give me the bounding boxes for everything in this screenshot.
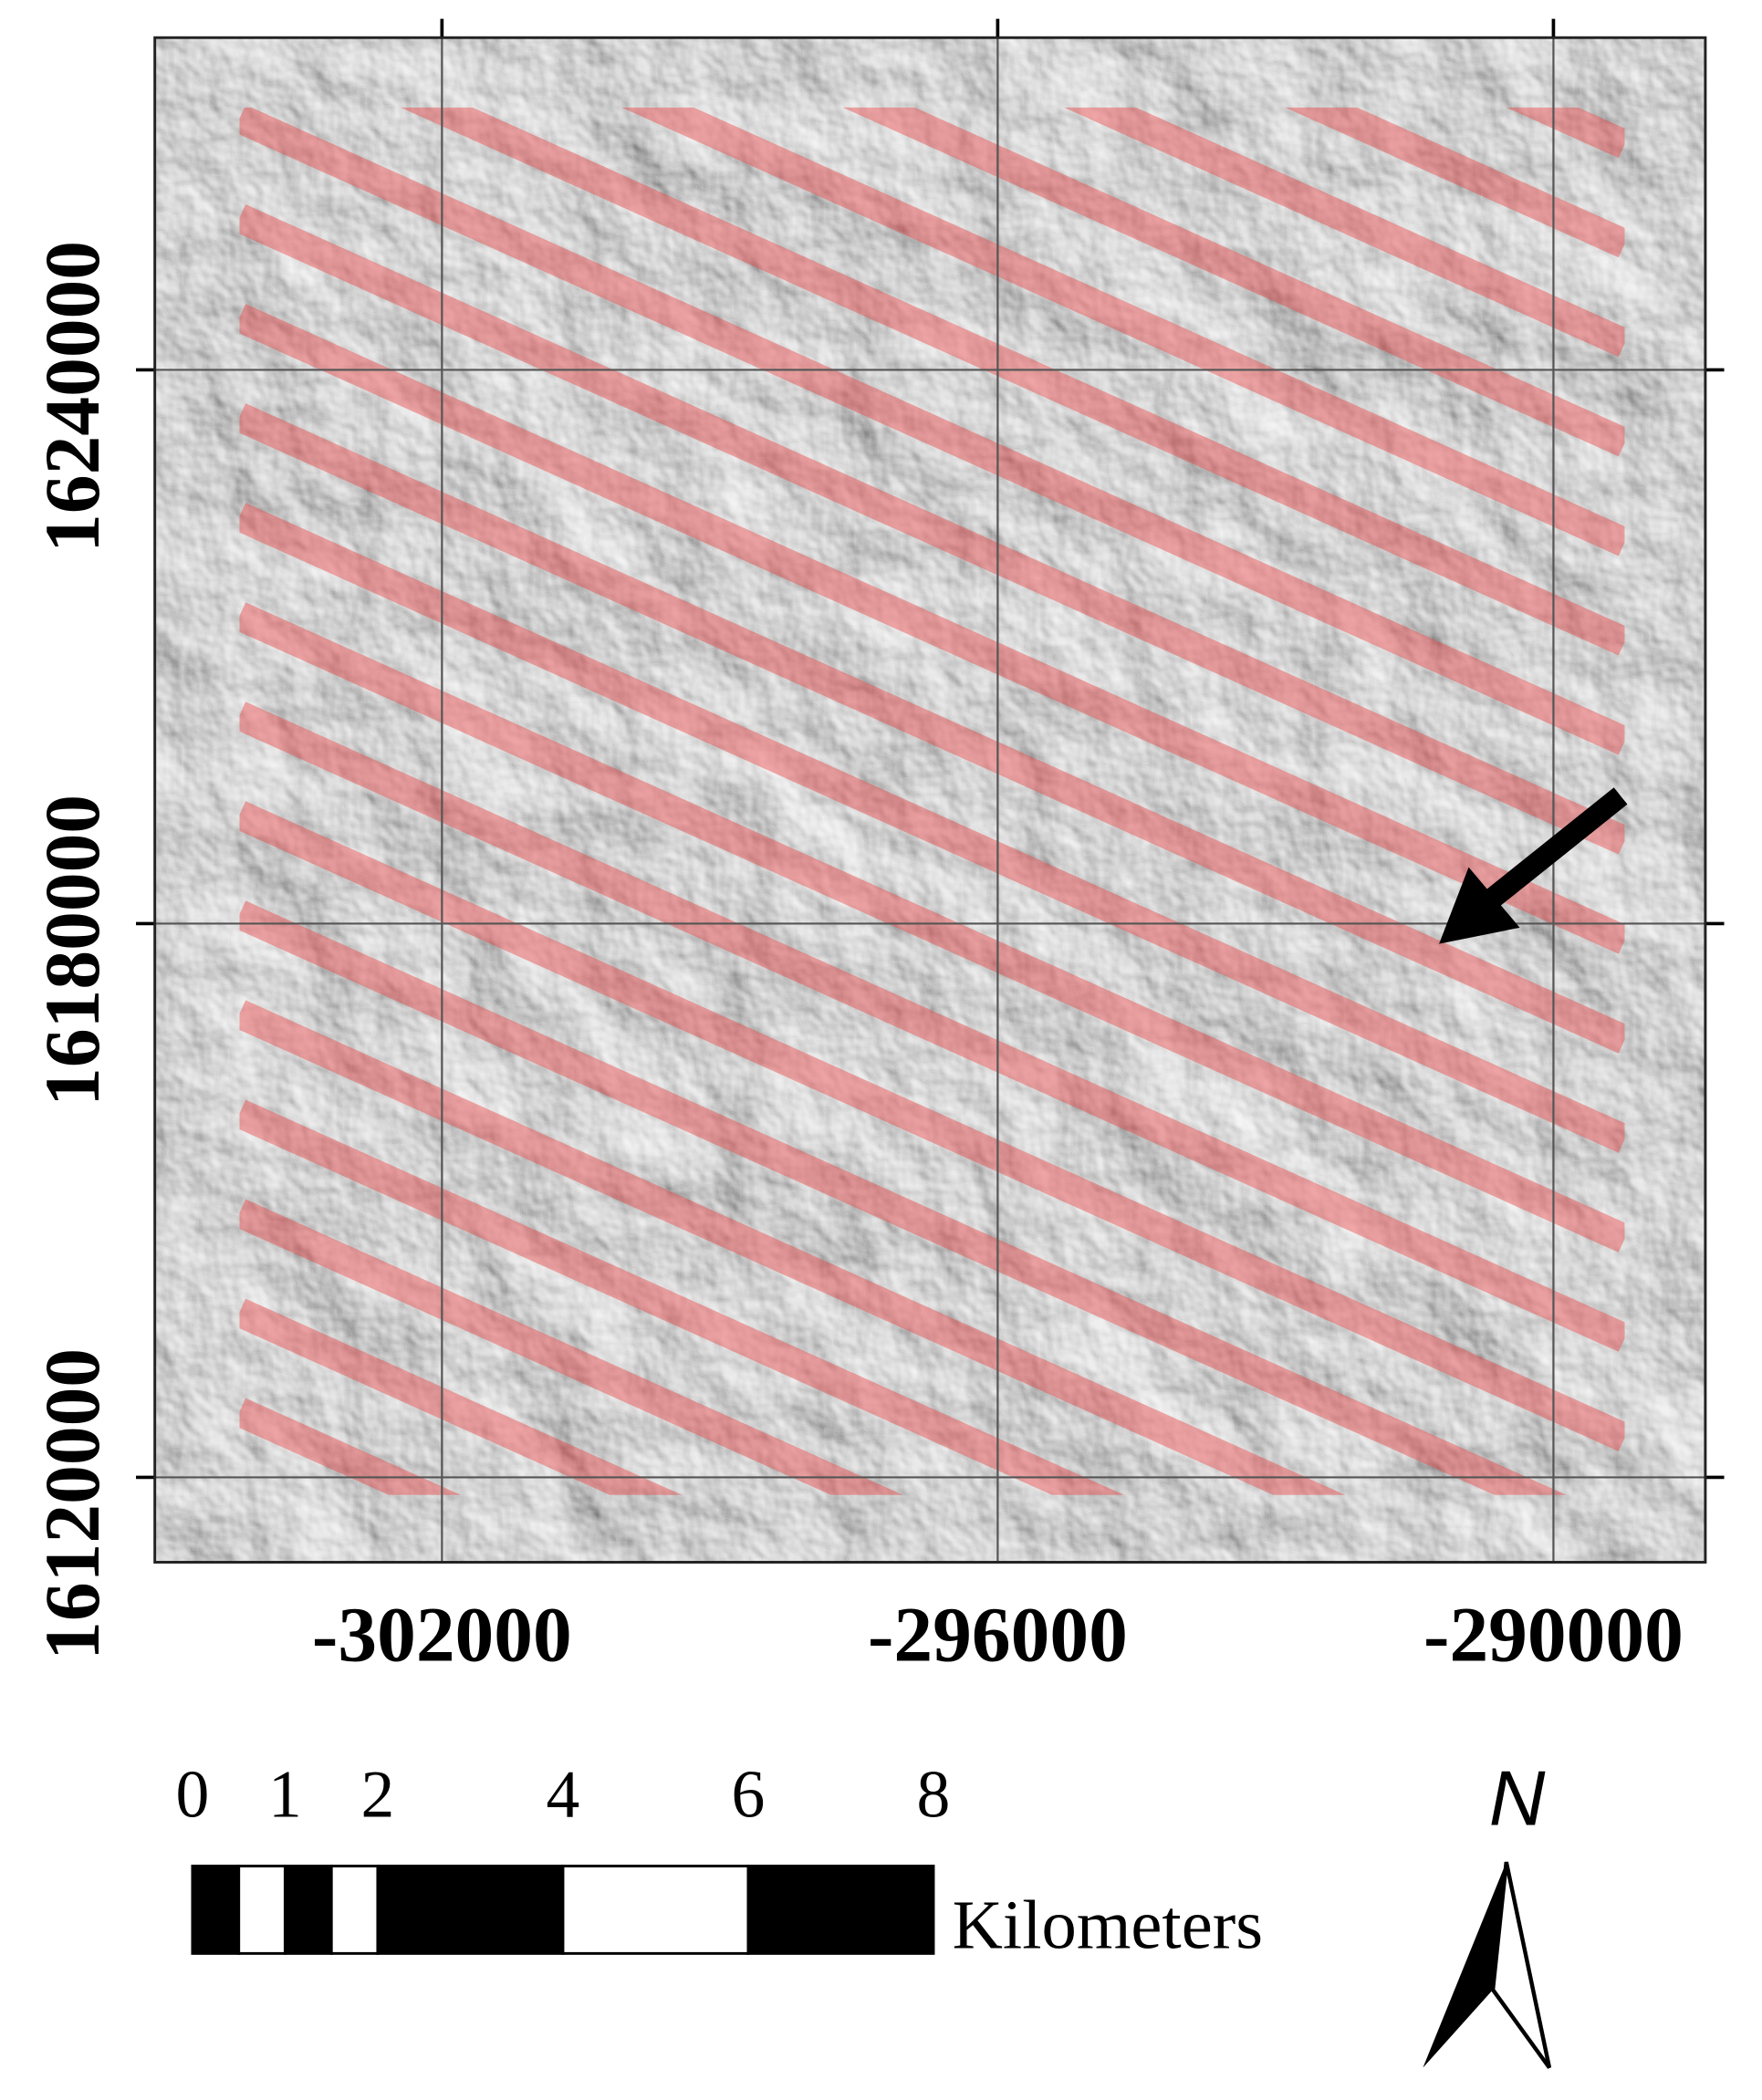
flight-line	[401, 107, 1625, 656]
flight-line	[239, 602, 1625, 1253]
flight-line	[239, 801, 1625, 1451]
scale-segment	[191, 1865, 241, 1955]
x-tick-label: -296000	[868, 1593, 1128, 1679]
hillshade	[154, 37, 1705, 1563]
flight-line	[1064, 107, 1625, 358]
scale-label: 1	[268, 1757, 302, 1832]
y-tick-label: 16240000	[30, 241, 116, 553]
scale-segment	[237, 1865, 287, 1955]
scale-segment	[561, 1865, 750, 1955]
north-arrow	[1423, 1861, 1552, 2069]
scale-segment	[283, 1865, 333, 1955]
x-tick-label: -302000	[312, 1593, 572, 1679]
scale-segment	[376, 1865, 565, 1955]
scale-label: 6	[732, 1757, 766, 1832]
scale-unit: Kilometers	[953, 1886, 1263, 1963]
flight-line	[239, 403, 1625, 1054]
flight-line	[1285, 107, 1625, 258]
flight-line	[239, 1199, 903, 1495]
flight-line	[239, 1000, 1346, 1495]
flight-line	[239, 702, 1625, 1352]
scale-label: 8	[917, 1757, 951, 1832]
north-label: N	[1489, 1755, 1546, 1842]
flight-line	[239, 1298, 683, 1495]
map-frame	[153, 36, 1707, 1564]
y-tick-label: 16180000	[30, 795, 116, 1107]
scale-label: 2	[361, 1757, 395, 1832]
y-tick-label: 16120000	[30, 1348, 116, 1660]
flight-line	[239, 503, 1625, 1153]
scale-label: 4	[547, 1757, 580, 1832]
scale-label: 0	[176, 1757, 210, 1832]
x-tick-label: -290000	[1423, 1593, 1684, 1679]
flight-lines	[239, 107, 1625, 1495]
flight-line	[239, 1099, 1125, 1495]
pointer-arrow	[1439, 787, 1628, 944]
flight-line	[842, 107, 1625, 457]
flight-line	[239, 203, 1625, 855]
scale-segment	[329, 1865, 380, 1955]
flight-line	[621, 107, 1625, 556]
flight-line	[239, 304, 1625, 954]
flight-line	[239, 900, 1567, 1495]
scale-segment	[746, 1865, 935, 1955]
flight-line	[239, 107, 1625, 755]
grid	[136, 18, 1725, 1563]
